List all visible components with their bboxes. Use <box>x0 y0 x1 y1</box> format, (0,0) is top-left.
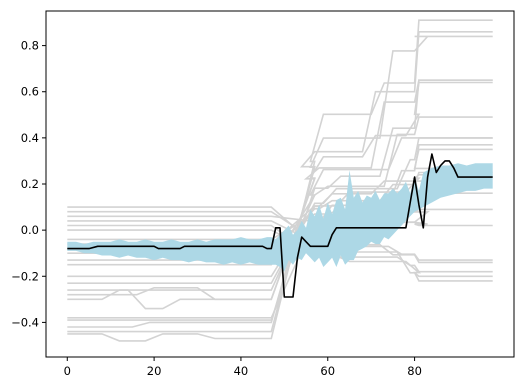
y-tick-label-3: 0.2 <box>21 177 39 191</box>
y-tick-label-4: 0.4 <box>21 131 39 145</box>
y-axis-ticks: −0.4 −0.2 0.0 0.2 0.4 0.6 0.8 <box>11 39 46 330</box>
y-tick-label-2: 0.0 <box>21 223 39 237</box>
x-tick-label-2: 40 <box>234 364 249 378</box>
x-tick-label-3: 60 <box>320 364 335 378</box>
y-tick-label-1: −0.2 <box>11 269 39 283</box>
x-tick-label-1: 20 <box>147 364 162 378</box>
x-tick-label-4: 80 <box>407 364 422 378</box>
x-axis-ticks: 0 20 40 60 80 <box>64 357 422 378</box>
y-tick-label-6: 0.8 <box>21 39 39 53</box>
y-tick-label-5: 0.6 <box>21 85 39 99</box>
x-tick-label-0: 0 <box>64 364 71 378</box>
y-tick-label-0: −0.4 <box>11 315 39 329</box>
